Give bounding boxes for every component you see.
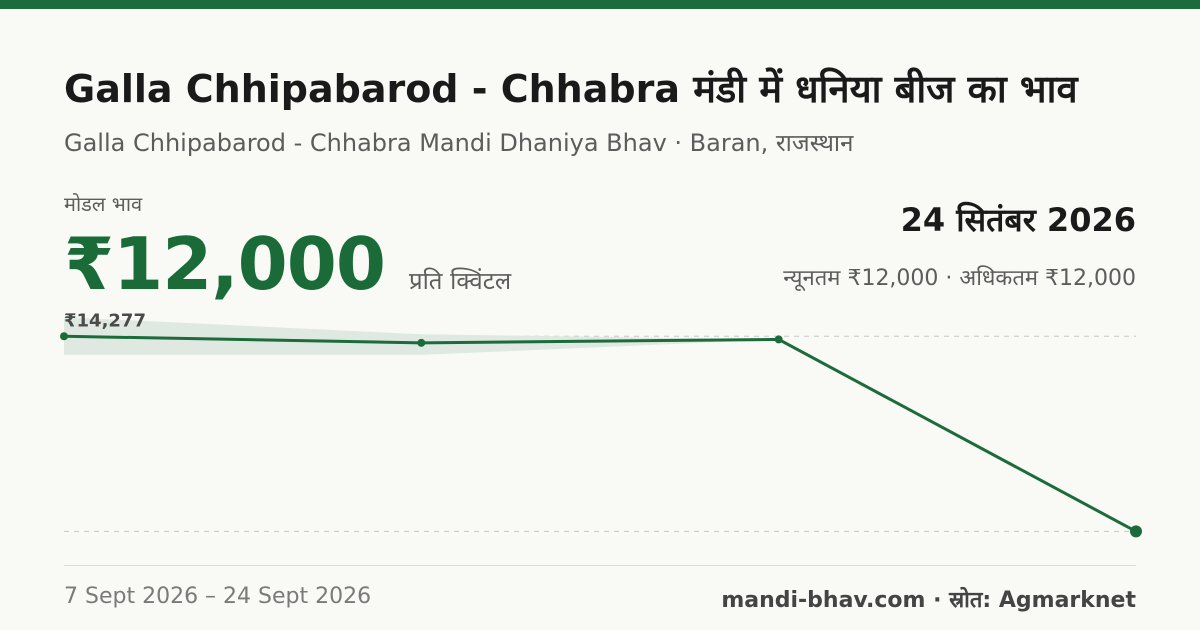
- price-trend-chart: ₹14,277₹12,000: [60, 310, 1142, 538]
- min-max-price: न्यूनतम ₹12,000 · अधिकतम ₹12,000: [783, 266, 1136, 291]
- modal-price-value: ₹12,000: [64, 222, 386, 306]
- footer-divider: [64, 565, 1136, 566]
- data-point-1: [417, 338, 426, 347]
- page-subtitle: Galla Chhipabarod - Chhabra Mandi Dhaniy…: [64, 129, 854, 157]
- date-range: 7 Sept 2026 – 24 Sept 2026: [64, 584, 372, 609]
- price-series-line: [63, 334, 1137, 533]
- source-credit: mandi-bhav.com · स्रोत: Agmarknet: [721, 588, 1136, 613]
- y-tick-label-0: ₹14,277: [64, 310, 146, 331]
- min-max-band: [64, 317, 1136, 532]
- data-point-0: [60, 332, 68, 341]
- top-accent-bar: [0, 0, 1200, 9]
- data-point-3: [1130, 525, 1142, 538]
- modal-price-row: ₹12,000 प्रति क्विंटल: [64, 222, 511, 306]
- price-date: 24 सितंबर 2026: [900, 201, 1136, 239]
- page-title: Galla Chhipabarod - Chhabra मंडी में धनि…: [64, 67, 1078, 111]
- modal-price-label: मोडल भाव: [64, 192, 143, 216]
- price-unit: प्रति क्विंटल: [408, 267, 512, 295]
- data-point-2: [774, 335, 783, 344]
